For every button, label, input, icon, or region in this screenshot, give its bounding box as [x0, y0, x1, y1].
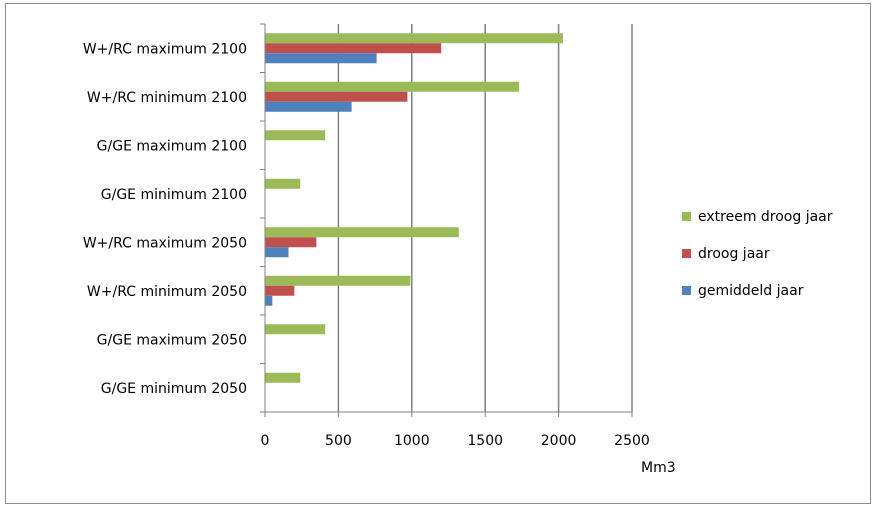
- x-tick-label: 1500: [467, 433, 503, 449]
- bar-extreem-droog-jaar-4: [265, 227, 459, 238]
- x-tick-label: 500: [325, 433, 352, 449]
- category-labels: W+/RC maximum 2100 W+/RC minimum 2100 G/GE…: [83, 41, 247, 397]
- bar-gemiddeld-jaar-1: [265, 101, 352, 112]
- bar-gemiddeld-jaar-0: [265, 53, 377, 64]
- category-label: W+/RC maximum 2100: [83, 41, 247, 57]
- bar-extreem-droog-jaar-0: [265, 33, 564, 44]
- bar-droog-jaar-1: [265, 91, 408, 102]
- axes: [260, 23, 633, 417]
- legend-label: droog jaar: [698, 246, 770, 262]
- bar-extreem-droog-jaar-5: [265, 275, 411, 286]
- category-label: W+/RC minimum 2050: [87, 284, 247, 300]
- bar-droog-jaar-0: [265, 43, 442, 54]
- x-tick-label: 1000: [394, 433, 430, 449]
- category-label: G/GE maximum 2100: [97, 138, 247, 154]
- bar-droog-jaar-4: [265, 237, 317, 248]
- bar-extreem-droog-jaar-1: [265, 81, 519, 92]
- category-label: W+/RC maximum 2050: [83, 235, 247, 251]
- legend-swatch: [682, 286, 691, 295]
- category-label: G/GE minimum 2100: [101, 187, 247, 203]
- category-label: W+/RC minimum 2100: [87, 90, 247, 106]
- bar-extreem-droog-jaar-2: [265, 130, 326, 141]
- legend-label: gemiddeld jaar: [698, 283, 804, 299]
- x-tick-label: 2000: [541, 433, 577, 449]
- bar-gemiddeld-jaar-4: [265, 247, 289, 258]
- bar-extreem-droog-jaar-3: [265, 178, 301, 189]
- bar-extreem-droog-jaar-7: [265, 372, 301, 383]
- legend: extreem droog jaar droog jaar gemiddeld ja…: [682, 209, 833, 299]
- legend-label: extreem droog jaar: [698, 209, 833, 225]
- x-tick-label: 2500: [614, 433, 650, 449]
- bar-extreem-droog-jaar-6: [265, 324, 326, 335]
- category-label: G/GE minimum 2050: [101, 381, 247, 397]
- x-axis-title: Mm3: [641, 460, 676, 476]
- category-label: G/GE maximum 2050: [97, 332, 247, 348]
- legend-swatch: [682, 212, 691, 221]
- legend-swatch: [682, 249, 691, 258]
- x-tick-label: 0: [261, 433, 270, 449]
- bar-gemiddeld-jaar-5: [265, 295, 273, 306]
- bars: [265, 33, 564, 383]
- bar-droog-jaar-5: [265, 285, 295, 296]
- x-tick-labels: 0 500 1000 1500 2000 2500: [261, 433, 650, 449]
